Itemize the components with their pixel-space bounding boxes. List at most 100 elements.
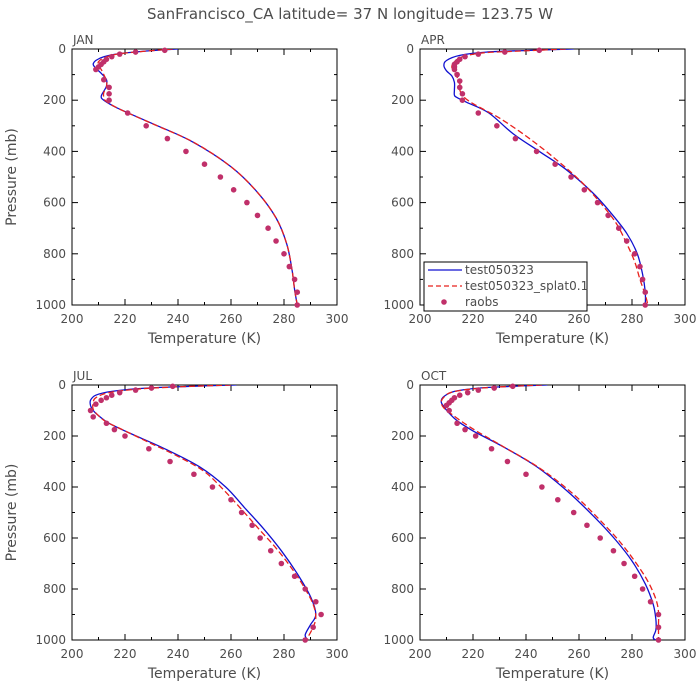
raob-point	[451, 66, 458, 73]
raob-point	[124, 110, 131, 116]
raob-point	[191, 471, 197, 478]
y-tick-label: 0	[406, 42, 414, 56]
raob-point	[597, 535, 603, 541]
panel-jan: 200 220 240 260 280 300 0 200 400 600 800 1000 JAN Te…	[4, 33, 348, 347]
raob-point	[462, 53, 468, 60]
raob-point	[302, 586, 309, 592]
panel-apr: 200 220 240 260 280 300 0 200 400 600 800 1000 APR Te…	[383, 33, 696, 347]
raob-point	[462, 426, 468, 433]
y-tick-label: 800	[391, 582, 414, 596]
y-tick-label: 400	[391, 144, 414, 158]
x-tick-label: 220	[114, 312, 137, 326]
raob-point	[257, 535, 263, 541]
raob-point	[456, 78, 463, 84]
y-tick-label: 600	[391, 531, 414, 545]
raob-point	[228, 496, 234, 503]
panel-title: APR	[421, 33, 445, 47]
x-axis-label: Temperature (K)	[147, 331, 261, 347]
raob-point	[122, 433, 128, 439]
raob-point	[291, 573, 298, 580]
series-line-splat0-1	[97, 49, 298, 305]
series-line-splat0-1	[92, 385, 317, 640]
raob-point	[164, 135, 171, 142]
raob-point	[132, 49, 139, 55]
raob-point	[98, 397, 104, 404]
panel-oct: 200 220 240 260 280 300 0 200 400 600 800 1000 OCT Te…	[383, 369, 696, 682]
raob-point	[238, 509, 245, 516]
raob-point	[502, 49, 508, 55]
y-tick-label: 200	[391, 429, 414, 443]
raob-point	[464, 389, 471, 396]
raob-point	[539, 484, 545, 490]
panel-title: JAN	[72, 33, 94, 47]
raob-point	[148, 385, 155, 391]
x-tick-label: 220	[462, 312, 485, 326]
raob-point	[647, 598, 654, 605]
raob-point	[254, 212, 261, 219]
raob-point	[167, 458, 173, 465]
y-axis-label: Pressure (mb)	[4, 464, 20, 562]
y-tick-label: 800	[43, 247, 66, 261]
raob-point	[143, 123, 149, 129]
y-tick-label: 1000	[35, 298, 66, 312]
raob-point	[605, 212, 611, 219]
series-line-test050323	[89, 385, 317, 640]
raob-point	[475, 51, 482, 57]
raob-point	[594, 199, 601, 206]
raob-point	[108, 53, 115, 60]
raob-point	[581, 187, 588, 193]
x-tick-label: 240	[515, 647, 538, 661]
legend-label-model: test050323	[465, 263, 534, 277]
raob-point	[631, 573, 638, 580]
raob-point	[103, 394, 110, 401]
panel-jul: 200 220 240 260 280 300 0 200 400 600 800 1000 JUL Te…	[4, 369, 348, 682]
raob-point	[111, 426, 118, 433]
y-tick-label: 800	[391, 247, 414, 261]
y-tick-label: 1000	[383, 633, 414, 647]
raob-point	[491, 385, 498, 391]
raob-point	[639, 276, 646, 283]
raob-point	[294, 302, 301, 308]
raob-point	[294, 289, 301, 296]
y-tick-label: 0	[406, 378, 414, 392]
x-tick-label: 240	[515, 312, 538, 326]
y-tick-label: 1000	[35, 633, 66, 647]
x-tick-label: 200	[61, 647, 84, 661]
raob-point	[169, 383, 176, 390]
raob-point	[655, 624, 662, 631]
y-tick-label: 600	[43, 196, 66, 210]
figure-title: SanFrancisco_CA latitude= 37 N longitude…	[147, 5, 553, 24]
raob-point	[267, 547, 274, 554]
raob-point	[642, 302, 649, 308]
plot-frame	[71, 384, 338, 641]
x-axis-label: Temperature (K)	[495, 331, 609, 347]
x-tick-label: 300	[674, 312, 697, 326]
series-line-test050323	[92, 49, 298, 305]
raob-point	[615, 225, 622, 231]
x-tick-label: 280	[621, 312, 644, 326]
y-tick-label: 400	[43, 144, 66, 158]
legend: test050323 test050323_splat0.1 raobs	[423, 261, 588, 312]
x-tick-label: 280	[621, 647, 644, 661]
x-tick-label: 200	[61, 312, 84, 326]
raob-point	[313, 598, 319, 605]
raob-point	[106, 97, 112, 103]
x-tick-label: 300	[674, 647, 697, 661]
raob-point	[209, 484, 216, 490]
x-axis-label: Temperature (K)	[495, 666, 609, 682]
raob-point	[101, 76, 107, 83]
x-tick-label: 220	[462, 647, 485, 661]
y-tick-label: 0	[58, 378, 66, 392]
raob-point	[146, 445, 152, 452]
y-tick-label: 1000	[383, 298, 414, 312]
raob-point	[655, 611, 662, 618]
raob-point	[639, 586, 646, 592]
raob-point	[446, 407, 452, 414]
raob-point	[504, 458, 511, 465]
y-axis-label: Pressure (mb)	[4, 128, 20, 226]
raob-point	[87, 407, 94, 414]
raob-point	[642, 289, 649, 296]
series-line-test050323	[440, 385, 657, 640]
raob-point	[570, 509, 577, 516]
